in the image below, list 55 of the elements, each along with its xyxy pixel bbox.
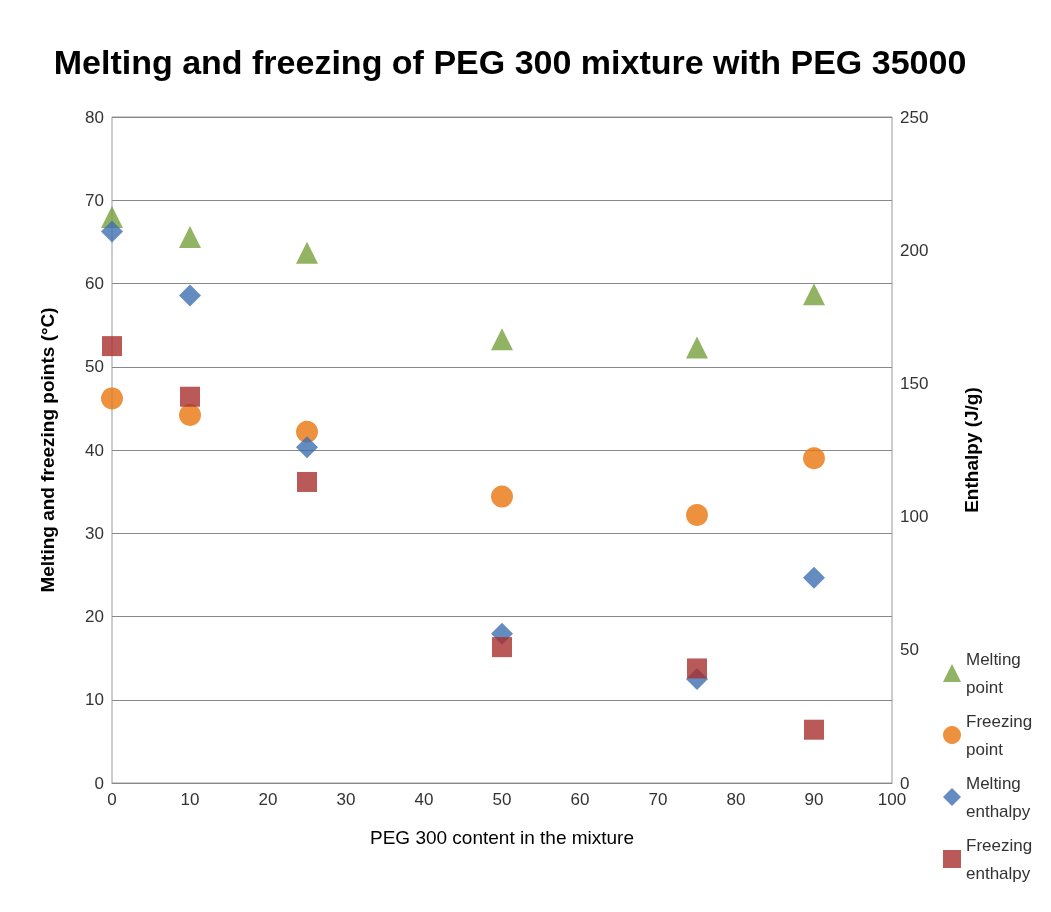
point bbox=[102, 336, 122, 357]
x-axis-title: PEG 300 content in the mixture bbox=[369, 827, 635, 848]
x-tick-label: 70 bbox=[648, 790, 668, 809]
legend-label: Freezing point bbox=[966, 711, 1037, 759]
chart-title: Melting and freezing of PEG 300 mixture with PEG 35000 bbox=[53, 43, 967, 81]
y2-tick-label: 150 bbox=[900, 373, 929, 393]
x-tick-label: 10 bbox=[180, 790, 200, 809]
x-tick-label: 80 bbox=[726, 790, 746, 809]
point bbox=[179, 225, 201, 248]
point bbox=[491, 485, 513, 508]
point bbox=[804, 719, 824, 740]
y-tick-label: 0 bbox=[94, 773, 104, 793]
point bbox=[101, 387, 123, 410]
point bbox=[296, 241, 318, 264]
y-tick-label: 40 bbox=[85, 440, 104, 460]
y2-tick-label: 250 bbox=[900, 107, 929, 127]
point bbox=[296, 436, 318, 459]
x-tick-label: 40 bbox=[414, 790, 434, 809]
point bbox=[686, 503, 708, 526]
y2-tick-label: 50 bbox=[900, 640, 919, 660]
y-tick-label: 50 bbox=[85, 357, 104, 377]
y-axis-title: Melting and freezing points (°C) bbox=[37, 307, 58, 593]
y-tick-label: 80 bbox=[85, 107, 104, 127]
point bbox=[296, 420, 318, 443]
point bbox=[803, 566, 825, 589]
y-tick-label: 60 bbox=[85, 274, 104, 293]
point bbox=[492, 637, 512, 658]
legend-label: Melting point bbox=[966, 649, 1026, 697]
y-tick-label: 70 bbox=[85, 190, 104, 210]
y2-tick-label: 0 bbox=[900, 773, 910, 793]
point bbox=[101, 220, 123, 243]
x-tick-label: 0 bbox=[107, 790, 117, 809]
x-tick-label: 60 bbox=[570, 790, 590, 809]
point bbox=[803, 447, 825, 470]
point bbox=[179, 404, 201, 427]
point bbox=[180, 386, 200, 407]
x-tick-label: 90 bbox=[804, 790, 824, 809]
y-tick-label: 10 bbox=[85, 690, 104, 710]
x-tick-label: 30 bbox=[336, 790, 356, 809]
y2-axis-title: Enthalpy (J/g) bbox=[961, 387, 982, 513]
point bbox=[686, 336, 708, 359]
x-tick-label: 50 bbox=[492, 790, 512, 809]
point bbox=[491, 328, 513, 351]
point bbox=[179, 284, 201, 307]
point bbox=[297, 471, 317, 492]
point bbox=[803, 283, 825, 306]
x-tick-label: 20 bbox=[258, 790, 278, 809]
x-tick-label: 100 bbox=[877, 790, 907, 809]
legend-label: Freezing enthalpy bbox=[966, 835, 1037, 883]
y2-tick-label: 200 bbox=[900, 240, 929, 260]
point bbox=[687, 658, 707, 679]
y-tick-label: 20 bbox=[85, 607, 104, 626]
y-tick-label: 30 bbox=[85, 523, 104, 543]
y2-tick-label: 100 bbox=[900, 507, 929, 527]
legend-label: Melting enthalpy bbox=[966, 773, 1031, 821]
